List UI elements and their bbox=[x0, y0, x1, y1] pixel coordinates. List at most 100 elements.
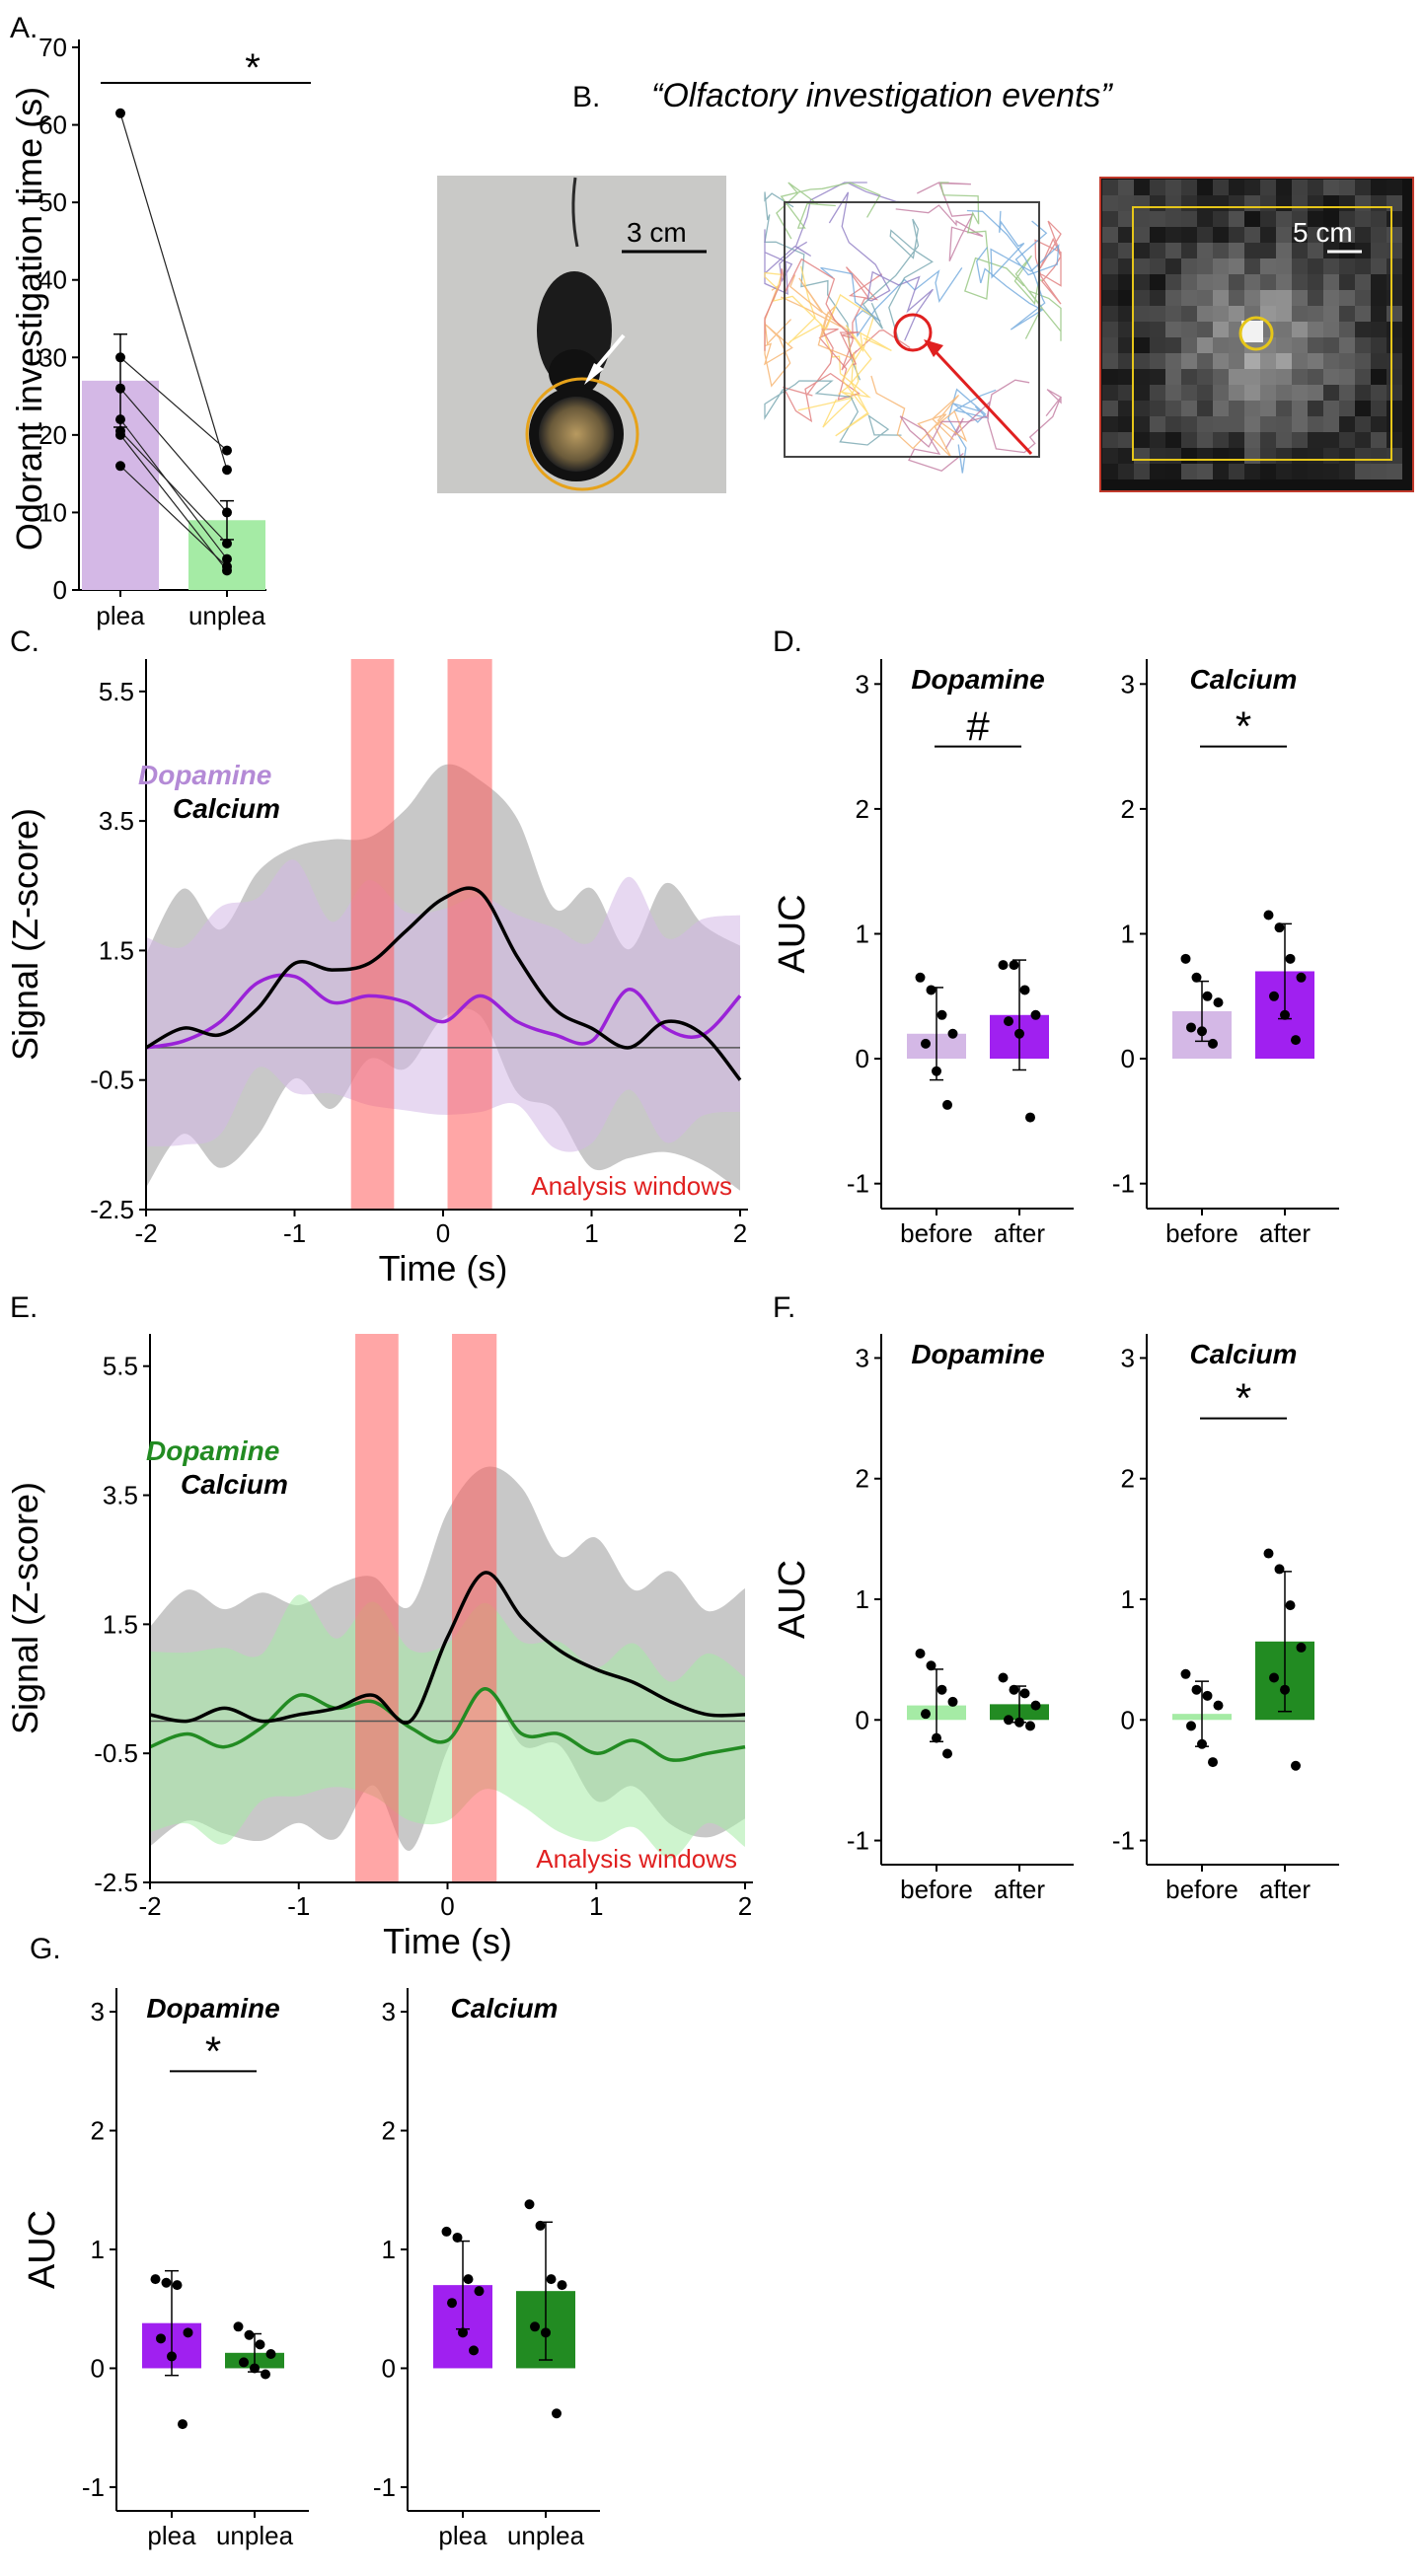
data-point bbox=[156, 2333, 166, 2344]
data-point bbox=[1019, 985, 1030, 995]
heatmap-cell bbox=[1118, 227, 1134, 243]
heatmap-cell bbox=[1213, 385, 1229, 401]
x-tick-label: before bbox=[1165, 1218, 1238, 1248]
panel-title: Calcium bbox=[451, 1993, 559, 2024]
y-tick-label: -2.5 bbox=[90, 1195, 134, 1224]
heatmap-cell bbox=[1102, 464, 1118, 479]
data-point bbox=[1197, 1738, 1207, 1749]
heatmap-cell bbox=[1213, 180, 1229, 195]
data-point bbox=[1296, 972, 1307, 983]
heatmap-cell bbox=[1387, 211, 1402, 227]
heatmap-cell bbox=[1387, 385, 1402, 401]
data-point bbox=[921, 1038, 931, 1049]
heatmap-cell bbox=[1276, 337, 1292, 353]
heatmap-cell bbox=[1260, 258, 1276, 274]
heatmap-cell bbox=[1165, 195, 1181, 211]
heatmap-cell bbox=[1197, 290, 1213, 306]
y-tick-label: 60 bbox=[38, 110, 67, 140]
heatmap-cell bbox=[1197, 180, 1213, 195]
heatmap-cell bbox=[1323, 195, 1339, 211]
data-point bbox=[233, 2321, 244, 2332]
heatmap-cell bbox=[1371, 337, 1387, 353]
x-tick-label: before bbox=[900, 1875, 973, 1904]
data-point bbox=[115, 108, 125, 118]
heatmap-cell bbox=[1323, 448, 1339, 464]
heatmap-cell bbox=[1387, 180, 1402, 195]
data-point bbox=[1280, 1009, 1290, 1020]
heatmap-cell bbox=[1387, 258, 1402, 274]
trajectory-path bbox=[966, 209, 1046, 331]
y-tick-label: -1 bbox=[82, 2472, 105, 2502]
trajectory-path bbox=[870, 375, 968, 458]
heatmap-cell bbox=[1371, 306, 1387, 322]
heatmap-cell bbox=[1387, 401, 1402, 416]
heatmap-cell bbox=[1308, 369, 1323, 385]
heatmap-cell bbox=[1308, 322, 1323, 337]
y-tick-label: -0.5 bbox=[90, 1066, 134, 1095]
heatmap-cell bbox=[1339, 227, 1355, 243]
heatmap-cell bbox=[1244, 416, 1260, 432]
y-tick-label: 0 bbox=[1121, 1705, 1135, 1734]
heatmap-cell bbox=[1134, 385, 1150, 401]
heatmap-cell bbox=[1229, 180, 1244, 195]
heatmap-cell bbox=[1197, 385, 1213, 401]
data-point bbox=[557, 2280, 567, 2291]
heatmap-cell bbox=[1323, 227, 1339, 243]
heatmap-cell bbox=[1339, 195, 1355, 211]
heatmap-cell bbox=[1181, 243, 1197, 258]
heatmap-cell bbox=[1118, 322, 1134, 337]
heatmap-cell bbox=[1371, 401, 1387, 416]
heatmap-cell bbox=[1102, 243, 1118, 258]
analysis-window bbox=[447, 659, 492, 1210]
y-tick-label: 1 bbox=[856, 1584, 869, 1614]
heatmap-cell bbox=[1339, 448, 1355, 464]
heatmap-cell bbox=[1308, 243, 1323, 258]
heatmap-cell bbox=[1165, 385, 1181, 401]
heatmap-cell bbox=[1292, 274, 1308, 290]
x-tick-label: plea bbox=[96, 601, 145, 630]
heatmap-cell bbox=[1181, 432, 1197, 448]
heatmap-cell bbox=[1244, 432, 1260, 448]
trajectory-plot bbox=[763, 182, 1062, 474]
panel-title: Calcium bbox=[1190, 664, 1298, 695]
heatmap-cell bbox=[1150, 432, 1165, 448]
data-point bbox=[1213, 1700, 1224, 1711]
data-point bbox=[1004, 1016, 1013, 1027]
paired-line bbox=[119, 430, 228, 545]
data-point bbox=[1263, 910, 1274, 920]
trajectory-path bbox=[765, 182, 912, 273]
heatmap-cell bbox=[1118, 416, 1134, 432]
heatmap-cell bbox=[1387, 448, 1402, 464]
heatmap-cell bbox=[1323, 306, 1339, 322]
line-calcium bbox=[146, 886, 742, 1081]
x-tick-label: 2 bbox=[738, 1891, 752, 1921]
x-tick-label: -1 bbox=[283, 1218, 306, 1248]
heatmap-cell bbox=[1292, 211, 1308, 227]
heatmap-cell bbox=[1276, 464, 1292, 479]
data-point bbox=[1202, 991, 1213, 1001]
heatmap-cell bbox=[1371, 258, 1387, 274]
heatmap-cell bbox=[1323, 432, 1339, 448]
y-tick-label: -1 bbox=[373, 2472, 396, 2502]
heatmap-cell bbox=[1276, 243, 1292, 258]
heatmap-cell bbox=[1355, 211, 1371, 227]
heatmap-cell bbox=[1118, 258, 1134, 274]
chart-f-dopamine-auc: 3 2 1 0 -1 before after Dopamine AUC bbox=[772, 1334, 1074, 1904]
line-dopamine bbox=[150, 1687, 746, 1762]
trajectory-path bbox=[764, 191, 862, 381]
heatmap-cell bbox=[1387, 353, 1402, 369]
heatmap-cell bbox=[1165, 290, 1181, 306]
heatmap-cell bbox=[1118, 432, 1134, 448]
heatmap-cell bbox=[1323, 401, 1339, 416]
heatmap-cell bbox=[1355, 258, 1371, 274]
heatmap-cell bbox=[1150, 448, 1165, 464]
data-point bbox=[937, 1684, 947, 1695]
data-point bbox=[239, 2357, 249, 2368]
heatmap-cell bbox=[1244, 353, 1260, 369]
significance-marker: * bbox=[1236, 703, 1251, 750]
heatmap-cell bbox=[1355, 432, 1371, 448]
data-point bbox=[1004, 1715, 1013, 1726]
heatmap-cell bbox=[1355, 385, 1371, 401]
heatmap-cell bbox=[1197, 369, 1213, 385]
